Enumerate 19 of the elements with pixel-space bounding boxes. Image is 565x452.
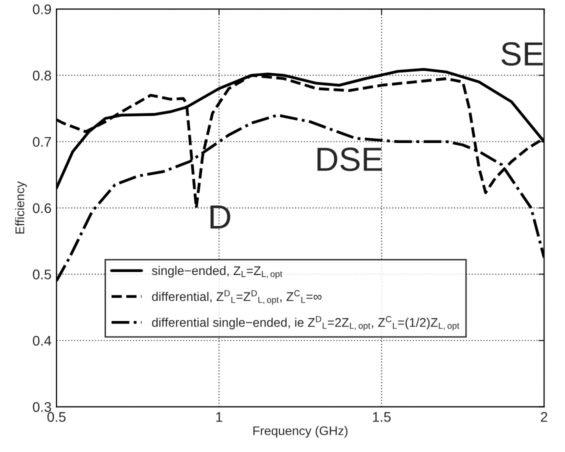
- y-tick-label: 0.4: [32, 336, 52, 346]
- annotation: DSE: [318, 148, 382, 172]
- annotation: D: [210, 206, 230, 228]
- y-tick-label: 0.6: [32, 203, 52, 214]
- x-tick-label: 1: [216, 412, 222, 422]
- text: differential, Z$^{D}$$_{L}$=Z$^{D}$$_{L,opt}$, Z$^{C}$$_{L}$=∞: [152, 290, 322, 305]
- x-tick-label: 2: [540, 412, 548, 422]
- y-tick-label: 0.3: [32, 402, 52, 412]
- x-axis-title: Frequency (GHz): [253, 426, 348, 438]
- y-tick-label: 0.7: [32, 136, 51, 147]
- x-tick-label: 0.5: [47, 412, 66, 422]
- y-tick-label: 0.8: [32, 70, 52, 81]
- annotation: SE: [501, 42, 543, 66]
- y-tick-label: 0.5: [32, 270, 52, 280]
- legend-label: single−ended, Z$_{L}$=Z$_{L,opt}$: [152, 266, 282, 279]
- y-axis-title: Efficiency: [15, 181, 27, 234]
- x-tick-label: 1.5: [372, 412, 391, 422]
- y-tick-label: 0.9: [32, 4, 51, 14]
- text: differential single−ended, ie Z$^{D}$$_{L}$=2Z$_{L,opt}$, Z$^{C}$$_{L}$=(1/2)Z$_{L,opt}$: [152, 316, 460, 331]
